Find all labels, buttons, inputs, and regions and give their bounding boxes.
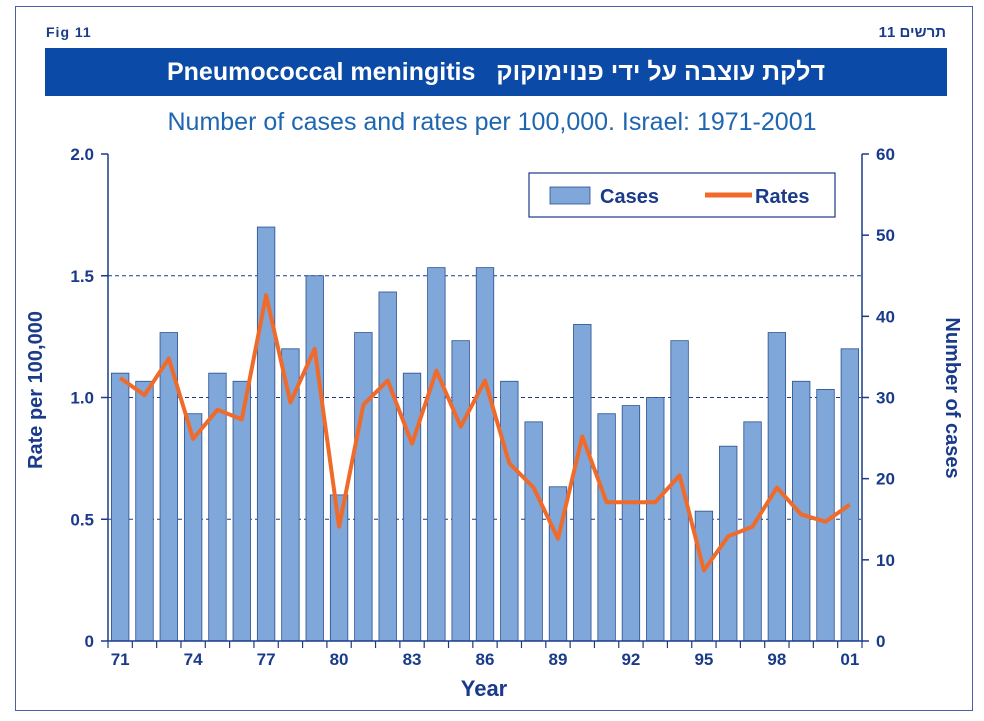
bar — [743, 421, 762, 642]
x-tick-label: 80 — [330, 650, 349, 669]
y-left-tick-label: 2.0 — [70, 145, 94, 164]
bar — [427, 267, 446, 642]
figure-frame — [15, 6, 973, 711]
title-english: Pneumococcal meningitis — [166, 57, 476, 86]
y-left-tick-label: 1.0 — [70, 389, 94, 408]
x-tick-label: 92 — [621, 650, 640, 669]
x-tick-label: 01 — [840, 650, 859, 669]
bar — [694, 510, 714, 642]
legend: Cases Rates — [528, 172, 836, 218]
bar — [305, 275, 324, 642]
bar — [183, 413, 203, 642]
y-axis-right-label: Number of cases — [941, 317, 963, 478]
bar — [354, 332, 373, 642]
figure-number-hebrew: תרשים 11 — [878, 24, 946, 41]
rate-line — [119, 293, 851, 573]
y-right-tick-label: 0 — [876, 632, 885, 651]
rate-line-layer — [119, 293, 851, 573]
y-right-tick-label: 40 — [876, 307, 895, 326]
y-right-tick-label: 50 — [876, 226, 895, 245]
legend-rates-label: Rates — [755, 186, 809, 208]
x-tick-label: 74 — [184, 650, 203, 669]
bar — [111, 372, 130, 642]
bars — [111, 226, 859, 642]
bar — [792, 380, 811, 642]
figure-number: Fig 11 — [46, 24, 92, 40]
bar — [451, 340, 470, 642]
bar — [524, 421, 543, 642]
y-axis-left-label: Rate per 100,000 — [25, 311, 47, 469]
x-tick-label: 95 — [694, 650, 713, 669]
y-right-tick-label: 20 — [876, 470, 895, 489]
legend-cases-swatch — [549, 186, 591, 205]
bar — [135, 380, 154, 642]
x-tick-label: 98 — [767, 650, 786, 669]
legend-cases-label: Cases — [600, 186, 659, 208]
bar — [597, 413, 616, 642]
x-tick-label: 83 — [403, 650, 422, 669]
chart-title: Number of cases and rates per 100,000. I… — [167, 108, 817, 136]
bar — [840, 348, 859, 642]
y-left-tick-label: 1.5 — [70, 267, 94, 286]
x-tick-label: 77 — [257, 650, 276, 669]
title-banner: Pneumococcal meningitis דלקת עוצבה על יד… — [45, 48, 947, 96]
bar — [646, 397, 665, 642]
y-right-tick-label: 10 — [876, 551, 895, 570]
x-axis-label: Year — [461, 676, 508, 701]
bar — [402, 372, 422, 642]
x-tick-label: 89 — [549, 650, 568, 669]
x-tick-label: 86 — [476, 650, 495, 669]
y-left-tick-label: 0.5 — [70, 510, 94, 529]
bar — [256, 226, 276, 642]
y-left-tick-label: 0 — [85, 632, 94, 651]
bar — [500, 380, 519, 642]
bar — [573, 324, 592, 642]
y-right-tick-label: 60 — [876, 145, 895, 164]
x-tick-label: 71 — [111, 650, 130, 669]
title-hebrew: דלקת עוצבה על ידי פנוימוקוק — [496, 57, 826, 86]
y-right-tick-label: 30 — [876, 389, 895, 408]
bar — [670, 340, 689, 642]
bar — [378, 291, 397, 642]
bar — [621, 405, 641, 642]
bar — [475, 267, 495, 642]
